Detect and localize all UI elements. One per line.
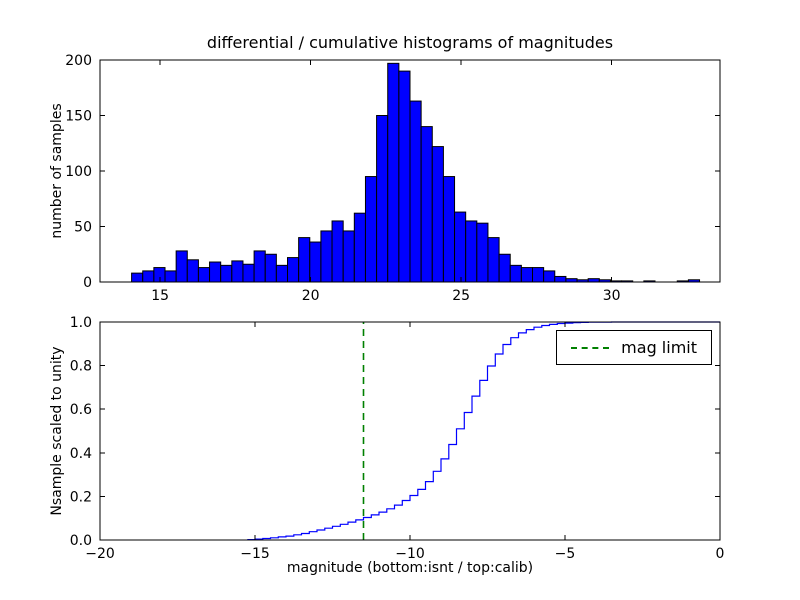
histogram-bar [498, 253, 511, 283]
x-tick-label: −20 [85, 546, 115, 562]
histogram-bar [487, 237, 500, 283]
chart-title: differential / cumulative histograms of … [206, 33, 614, 52]
tick-labels: −20 −15 −10 −5 0 0.0 0.2 0.4 0.6 0.8 1.0 [70, 315, 725, 562]
histogram-bar [431, 146, 444, 283]
histogram-bar [220, 264, 233, 283]
histogram-bar [242, 263, 255, 283]
y-tick-label: 0.6 [70, 402, 92, 418]
histogram-bar [465, 220, 478, 283]
y-tick-label: 0.0 [70, 533, 92, 549]
histogram-bar [454, 211, 467, 283]
histogram-bar [364, 176, 378, 283]
histogram-bar [231, 260, 244, 283]
histogram-bar [153, 267, 166, 283]
histogram-bar [442, 176, 456, 283]
histogram-bar [320, 230, 333, 283]
histogram-bar [209, 261, 222, 283]
x-axis-label: magnitude (bottom:isnt / top:calib) [286, 560, 534, 576]
histogram-bar [554, 275, 567, 283]
histogram-bar [287, 257, 300, 283]
x-tick-label: 0 [716, 546, 725, 562]
y-tick-label: 100 [65, 164, 92, 180]
histogram-bar [131, 272, 144, 283]
histogram-bar [298, 237, 311, 283]
histogram-bar [186, 259, 199, 283]
histogram-bar [387, 62, 400, 283]
histogram-bar [175, 250, 188, 283]
y-tick-label: 200 [65, 53, 92, 69]
histogram-bar [342, 230, 355, 283]
histogram-bar [164, 270, 177, 283]
bottom-axes: −20 −15 −10 −5 0 0.0 0.2 0.4 0.6 0.8 1.0 [70, 315, 725, 562]
ticks [100, 59, 720, 283]
x-tick-label: 20 [302, 288, 320, 304]
histogram-bar [142, 270, 155, 283]
histogram-bar [543, 270, 556, 283]
x-tick-label: −15 [240, 546, 270, 562]
histogram-bar [264, 253, 277, 283]
top-axes: 15 20 25 30 0 50 100 150 200 [65, 53, 721, 304]
y-tick-label: 0 [83, 275, 92, 291]
dashed-line-icon [571, 346, 610, 349]
histogram-bar [197, 267, 211, 283]
histogram-bar [253, 250, 266, 283]
y-tick-label: 50 [74, 220, 92, 236]
tick-labels: 15 20 25 30 0 50 100 150 200 [65, 53, 620, 304]
y-tick-label: 0.2 [70, 489, 92, 505]
histogram-bar [532, 267, 545, 283]
histogram-bar [275, 264, 289, 283]
histogram-bar [309, 241, 322, 283]
histogram-bar [353, 212, 366, 283]
histogram-bar [331, 220, 344, 283]
histogram-bar [409, 100, 422, 283]
histogram-bar [476, 222, 489, 283]
ticks [99, 321, 721, 541]
cumulative-line [247, 321, 720, 541]
bottom-y-axis-label: Nsample scaled to unity [49, 346, 65, 516]
legend: mag limit [556, 330, 712, 365]
x-tick-label: −10 [395, 546, 425, 562]
x-tick-label: 15 [151, 288, 169, 304]
x-tick-label: 25 [452, 288, 470, 304]
x-tick-label: 30 [603, 288, 621, 304]
y-tick-label: 0.4 [70, 446, 92, 462]
top-y-axis-label: number of samples [49, 103, 65, 239]
y-tick-label: 1.0 [70, 315, 92, 331]
histogram-bar [520, 267, 533, 283]
y-tick-label: 150 [65, 109, 92, 125]
histogram-bar [376, 115, 389, 283]
histogram-bar [420, 126, 433, 283]
y-tick-label: 0.8 [70, 359, 92, 375]
legend-label: mag limit [621, 338, 697, 357]
histogram-bar [398, 70, 411, 283]
histogram-bar [509, 264, 522, 283]
x-tick-label: −5 [555, 546, 576, 562]
histogram-bars [131, 62, 701, 283]
